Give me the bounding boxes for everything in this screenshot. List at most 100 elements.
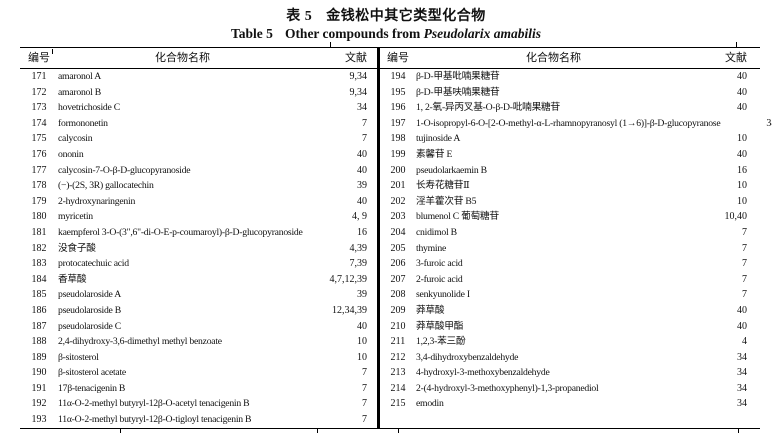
tick-mark [120,428,121,433]
reference-numbers: 39 [357,180,367,192]
table-row: 205 thymine 7 [380,241,760,257]
table-row: 208 senkyunolide I 7 [380,287,760,303]
table-row: 209 莽草酸 40 [380,303,760,319]
reference-numbers: 40 [357,164,367,176]
row-number: 175 [31,133,47,145]
tick-mark [398,428,399,433]
compound-name: β-sitosterol acetate [58,367,126,379]
compound-name: β-D-甲基呋喃果糖苷 [416,86,500,98]
table-title-english: Table 5 Other compounds from Pseudolarix … [0,26,772,42]
row-number: 203 [390,211,406,223]
reference-numbers: 10 [737,180,747,192]
table-row: 204 cnidimol B 7 [380,225,760,241]
reference-numbers: 16 [737,164,747,176]
reference-numbers: 7 [742,242,747,254]
table-row: 213 4-hydroxyl-3-methoxybenzaldehyde 34 [380,365,760,381]
right-table-body: 194 β-D-甲基吡喃果糖苷 40 195 β-D-甲基呋喃果糖苷 40 19… [380,69,772,412]
table-row: 190 β-sitosterol acetate 7 [20,365,377,381]
tick-mark [330,42,331,47]
row-number: 183 [31,258,47,270]
reference-numbers: 7,39 [349,258,368,270]
table-row: 200 pseudolarkaemin B 16 [380,163,760,179]
row-number: 209 [390,304,406,316]
reference-numbers: 34 [737,351,747,363]
table-row: 174 formononetin 7 [20,116,377,132]
reference-numbers: 34 [737,382,747,394]
table-row: 186 pseudolaroside B 12,34,39 [20,303,377,319]
row-number: 181 [31,226,47,238]
table-row: 184 香草酸 4,7,12,39 [20,272,377,288]
row-number: 201 [390,180,406,192]
compound-name: pseudolaroside A [58,289,121,301]
row-number: 195 [390,86,406,98]
reference-numbers: 9,34 [349,71,368,82]
row-number: 197 [390,117,406,129]
table-row: 211 1,2,3-苯三酚 4 [380,334,760,350]
reference-numbers: 4, 9 [352,211,367,223]
compound-name: myricetin [58,211,93,223]
reference-numbers: 12,34,39 [332,304,367,316]
row-number: 171 [31,71,47,82]
table-row: 210 莽草酸甲酯 40 [380,319,760,335]
table-row: 175 calycosin 7 [20,131,377,147]
row-number: 210 [390,320,406,332]
row-number: 189 [31,351,47,363]
reference-numbers: 10 [737,133,747,145]
row-number: 185 [31,289,47,301]
row-number: 200 [390,164,406,176]
compound-name: hovetrichoside C [58,102,120,114]
row-number: 174 [31,117,47,129]
compound-name: 素馨苷 E [416,148,453,160]
compound-name: calycosin [58,133,93,145]
compound-name: blumenol C 葡萄糖苷 [416,211,499,223]
table-number-chinese: 表 5 [286,9,313,24]
row-number: 184 [31,273,47,285]
table-row: 182 没食子酸 4,39 [20,241,377,257]
column-header-number: 编号 [387,52,409,64]
table-row: 177 calycosin-7-O-β-D-glucopyranoside 40 [20,163,377,179]
row-number: 202 [390,195,406,207]
compound-name: 淫羊藿次苷 B5 [416,195,477,207]
tick-mark [736,42,737,47]
table-row: 206 3-furoic acid 7 [380,256,760,272]
reference-numbers: 40 [737,86,747,98]
reference-numbers: 40 [737,71,747,82]
table-row: 185 pseudolaroside A 39 [20,287,377,303]
column-header-compound: 化合物名称 [526,52,581,64]
reference-numbers: 7 [362,382,367,394]
row-number: 173 [31,102,47,114]
table-row: 207 2-furoic acid 7 [380,272,760,288]
compound-name: pseudolaroside B [58,304,121,316]
row-number: 178 [31,180,47,192]
row-number: 211 [390,336,406,348]
row-number: 177 [31,164,47,176]
compound-name: 香草酸 [58,273,87,285]
reference-numbers: 7 [362,133,367,145]
table-title-chinese-text: 金钱松中其它类型化合物 [326,9,486,24]
compound-name: 4-hydroxyl-3-methoxybenzaldehyde [416,367,550,379]
compound-name: 1, 2-氧-异丙叉基-O-β-D-吡喃果糖苷 [416,102,560,114]
table-row: 176 ononin 40 [20,147,377,163]
table-row: 195 β-D-甲基呋喃果糖苷 40 [380,85,760,101]
compound-name: 1,2,3-苯三酚 [416,336,466,348]
row-number: 204 [390,226,406,238]
reference-numbers: 40 [737,320,747,332]
compound-name: β-D-甲基吡喃果糖苷 [416,71,500,82]
reference-numbers: 34 [737,398,747,410]
reference-numbers: 7 [362,367,367,379]
table-row: 194 β-D-甲基吡喃果糖苷 40 [380,69,760,85]
compound-name: kaempferol 3-O-(3",6"-di-O-E-p-coumaroyl… [58,226,303,238]
row-number: 196 [390,102,406,114]
row-number: 206 [390,258,406,270]
reference-numbers: 4,39 [349,242,368,254]
reference-numbers: 34 [357,102,367,114]
reference-numbers: 7 [362,117,367,129]
reference-numbers: 7 [742,289,747,301]
reference-numbers: 9,34 [349,86,368,98]
reference-numbers: 7 [742,273,747,285]
table-row: 202 淫羊藿次苷 B5 10 [380,194,760,210]
row-number: 215 [390,398,406,410]
tick-mark [738,428,739,433]
reference-numbers: 40 [357,320,367,332]
